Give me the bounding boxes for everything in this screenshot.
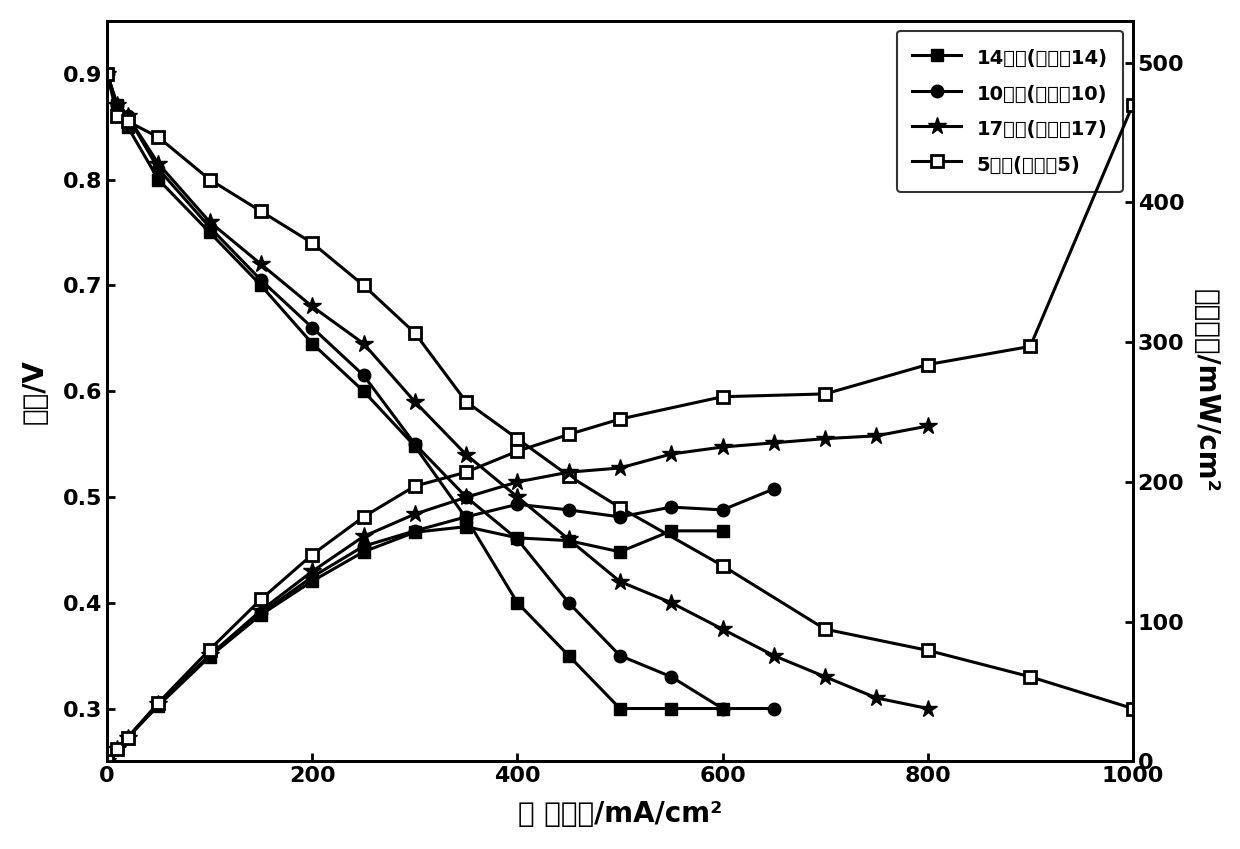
14号膜(实施例14): [459, 513, 474, 523]
5号膜(实施例5): [1023, 672, 1038, 682]
X-axis label: 电 流密度/mA/cm²: 电 流密度/mA/cm²: [518, 800, 722, 828]
14号膜(实施例14): [613, 704, 627, 714]
17号膜(实施例17): [120, 111, 135, 121]
10号膜(实施例10): [562, 598, 577, 608]
10号膜(实施例10): [715, 704, 730, 714]
14号膜(实施例14): [562, 650, 577, 661]
17号膜(实施例17): [766, 650, 781, 661]
Line: 17号膜(实施例17): 17号膜(实施例17): [98, 65, 936, 717]
17号膜(实施例17): [202, 216, 217, 227]
10号膜(实施例10): [202, 222, 217, 233]
5号膜(实施例5): [151, 132, 166, 143]
14号膜(实施例14): [202, 228, 217, 238]
5号膜(实施例5): [202, 174, 217, 184]
5号膜(实施例5): [305, 238, 320, 248]
10号膜(实施例10): [663, 672, 678, 682]
14号膜(实施例14): [408, 441, 423, 451]
5号膜(实施例5): [253, 206, 268, 216]
Line: 10号膜(实施例10): 10号膜(实施例10): [100, 67, 780, 715]
14号膜(实施例14): [715, 704, 730, 714]
14号膜(实施例14): [120, 121, 135, 132]
5号膜(实施例5): [120, 116, 135, 127]
5号膜(实施例5): [356, 280, 371, 290]
17号膜(实施例17): [817, 672, 832, 682]
10号膜(实施例10): [305, 323, 320, 333]
10号膜(实施例10): [151, 164, 166, 174]
5号膜(实施例5): [510, 434, 525, 444]
17号膜(实施例17): [253, 259, 268, 269]
5号膜(实施例5): [459, 396, 474, 407]
17号膜(实施例17): [151, 159, 166, 169]
17号膜(实施例17): [715, 624, 730, 634]
5号膜(实施例5): [715, 560, 730, 571]
17号膜(实施例17): [663, 598, 678, 608]
10号膜(实施例10): [253, 275, 268, 285]
17号膜(实施例17): [920, 704, 935, 714]
10号膜(实施例10): [356, 370, 371, 380]
14号膜(实施例14): [510, 598, 525, 608]
5号膜(实施例5): [99, 69, 114, 79]
14号膜(实施例14): [253, 280, 268, 290]
Line: 5号膜(实施例5): 5号膜(实施例5): [102, 68, 1138, 714]
10号膜(实施例10): [99, 69, 114, 79]
10号膜(实施例10): [408, 439, 423, 449]
14号膜(实施例14): [356, 386, 371, 396]
5号膜(实施例5): [613, 503, 627, 513]
Line: 14号膜(实施例14): 14号膜(实施例14): [102, 68, 728, 714]
5号膜(实施例5): [110, 111, 125, 121]
Legend: 14号膜(实施例14), 10号膜(实施例10), 17号膜(实施例17), 5号膜(实施例5): 14号膜(实施例14), 10号膜(实施例10), 17号膜(实施例17), 5…: [897, 31, 1123, 192]
14号膜(实施例14): [151, 174, 166, 184]
17号膜(实施例17): [613, 576, 627, 587]
14号膜(实施例14): [110, 100, 125, 110]
5号膜(实施例5): [817, 624, 832, 634]
Y-axis label: 电压/V: 电压/V: [21, 358, 48, 424]
17号膜(实施例17): [510, 492, 525, 502]
10号膜(实施例10): [766, 704, 781, 714]
17号膜(实施例17): [305, 301, 320, 312]
5号膜(实施例5): [920, 645, 935, 655]
10号膜(实施例10): [120, 111, 135, 121]
17号膜(实施例17): [99, 69, 114, 79]
10号膜(实施例10): [510, 534, 525, 544]
5号膜(实施例5): [562, 470, 577, 481]
14号膜(实施例14): [99, 69, 114, 79]
17号膜(实施例17): [562, 534, 577, 544]
14号膜(实施例14): [305, 339, 320, 349]
10号膜(实施例10): [110, 100, 125, 110]
17号膜(实施例17): [408, 396, 423, 407]
5号膜(实施例5): [1126, 704, 1141, 714]
17号膜(实施例17): [356, 339, 371, 349]
Y-axis label: 能量密度/mW/cm²: 能量密度/mW/cm²: [1192, 290, 1219, 493]
17号膜(实施例17): [459, 449, 474, 459]
10号膜(实施例10): [459, 492, 474, 502]
10号膜(实施例10): [613, 650, 627, 661]
14号膜(实施例14): [663, 704, 678, 714]
17号膜(实施例17): [869, 693, 884, 703]
17号膜(实施例17): [110, 100, 125, 110]
5号膜(实施例5): [408, 328, 423, 338]
